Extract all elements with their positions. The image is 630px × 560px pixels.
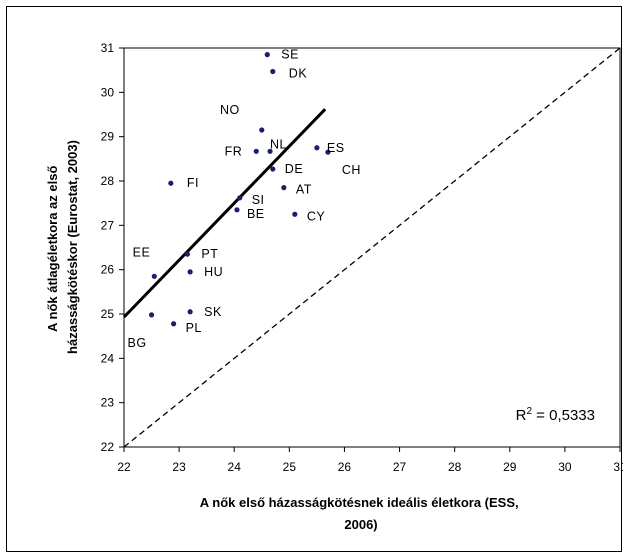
point-nl [267,148,273,154]
y-tick-label-2: 24 [101,351,115,365]
trendline [122,108,327,319]
x-tick-label-2: 24 [228,460,242,474]
point-fi [168,180,174,186]
x-tick-label-1: 23 [172,460,186,474]
y-axis-title-line-2: házasságkötéskor (Eurostat, 2003) [65,140,80,354]
point-es [314,145,320,151]
point-label-se: SE [281,48,299,62]
scatter-chart: 22 23 24 25 26 27 28 29 30 31 22 23 24 25 26 27 28 29 30 31… [45,41,623,532]
y-axis-title: A nők átlagéletkora az első házasságköté… [45,140,80,354]
point-label-bg: BG [128,336,147,350]
point-hu [187,269,193,275]
point-label-no: NO [220,103,240,117]
point-label-pt: PT [201,247,218,261]
x-tick-label-4: 26 [338,460,352,474]
point-bg [148,312,155,318]
point-label-de: DE [285,162,303,176]
x-axis-title-line-1: A nők első házasságkötésnek ideális élet… [200,495,519,510]
y-tick-label-9: 31 [101,41,115,55]
x-tick-label-5: 27 [393,460,407,474]
axis-ticks: 22 23 24 25 26 27 28 29 30 31 22 23 24 25 26 27 28 29 30 31 [101,41,623,474]
point-label-dk: DK [289,66,308,80]
trendline-layer [122,108,327,319]
point-label-be: BE [247,207,265,221]
r-squared-annotation: R2 = 0,5333 [516,406,595,424]
point-label-hu: HU [204,265,223,279]
x-tick-label-9: 31 [613,460,623,474]
point-ch [325,149,331,155]
point-de [270,166,276,172]
point-label-fi: FI [187,176,199,190]
point-pt [184,251,190,257]
x-tick-label-0: 22 [117,460,131,474]
data-points [148,52,331,327]
point-at [281,185,287,191]
x-tick-label-3: 25 [283,460,297,474]
point-se [264,52,270,58]
y-tick-label-0: 22 [101,440,115,454]
point-ee [151,273,157,279]
point-label-cy: CY [307,209,326,223]
point-label-pl: PL [186,321,202,335]
point-pl [171,321,177,327]
point-label-at: AT [296,183,312,197]
point-label-fr: FR [225,144,243,158]
point-label-ch: CH [342,163,361,177]
y-tick-label-3: 25 [101,307,115,321]
x-tick-label-8: 30 [558,460,572,474]
point-label-es: ES [327,141,345,155]
point-cy [292,211,298,217]
y-tick-label-7: 29 [101,130,115,144]
point-fr [253,148,259,154]
point-label-ee: EE [133,245,151,259]
point-sk [187,309,193,315]
y-tick-label-5: 27 [101,218,115,232]
x-axis-title-line-2: 2006) [344,517,377,532]
y-tick-label-6: 28 [101,174,115,188]
x-tick-label-6: 28 [448,460,462,474]
reference-line-layer [123,47,621,448]
y-axis-title-line-1: A nők átlagéletkora az első [45,166,60,332]
point-label-sk: SK [204,305,222,319]
point-label-si: SI [252,193,265,207]
reference-line [123,47,621,448]
point-label-nl: NL [270,137,287,151]
y-tick-label-1: 23 [101,396,115,410]
point-dk [270,68,276,75]
x-axis-title: A nők első házasságkötésnek ideális élet… [200,495,523,532]
point-be [234,207,240,213]
y-tick-label-8: 30 [101,85,115,99]
chart-frame: 22 23 24 25 26 27 28 29 30 31 22 23 24 25 26 27 28 29 30 31… [6,6,623,552]
y-tick-label-4: 26 [101,263,115,277]
point-si [237,195,243,201]
x-tick-label-7: 29 [503,460,517,474]
point-no [259,127,265,133]
